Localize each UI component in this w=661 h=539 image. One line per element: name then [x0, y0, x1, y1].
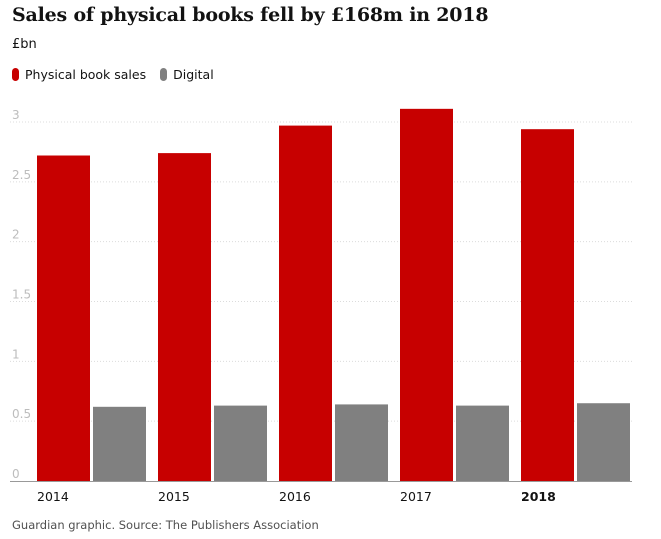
x-tick-label-2018: 2018 [521, 489, 556, 504]
bar-digital-2014 [93, 406, 146, 481]
x-tick-label-2015: 2015 [158, 489, 190, 504]
bar-physical-2018 [521, 129, 574, 481]
bar-physical-2017 [400, 108, 453, 481]
x-tick-label-2014: 2014 [37, 489, 69, 504]
legend-item-digital: Digital [160, 67, 214, 82]
legend-swatch-physical [12, 68, 19, 81]
bar-digital-2015 [214, 405, 267, 481]
legend-swatch-digital [160, 68, 168, 81]
bar-digital-2018 [577, 403, 630, 481]
y-tick-label-0: 0 [12, 467, 20, 481]
chart-title: Sales of physical books fell by £168m in… [12, 4, 489, 26]
legend-label-physical: Physical book sales [25, 67, 147, 82]
y-tick-label-3: 1.5 [12, 288, 31, 302]
x-tick-label-2016: 2016 [279, 489, 311, 504]
x-tick-label-2017: 2017 [400, 489, 432, 504]
y-tick-label-1: 0.5 [12, 407, 31, 421]
y-tick-label-6: 3 [12, 108, 20, 122]
unit-label: £bn [12, 37, 37, 52]
y-tick-label-2: 1 [12, 347, 20, 361]
bar-digital-2017 [456, 405, 509, 481]
legend-item-physical: Physical book sales [12, 67, 146, 82]
bar-physical-2014 [37, 155, 90, 482]
source-note: Guardian graphic. Source: The Publishers… [12, 518, 319, 532]
bar-physical-2015 [158, 153, 211, 481]
y-tick-label-4: 2 [12, 228, 20, 242]
bar-digital-2016 [335, 404, 388, 481]
y-tick-label-5: 2.5 [12, 168, 31, 182]
legend: Physical book sales Digital [12, 67, 228, 82]
bar-physical-2016 [279, 125, 332, 481]
legend-label-digital: Digital [173, 67, 214, 82]
